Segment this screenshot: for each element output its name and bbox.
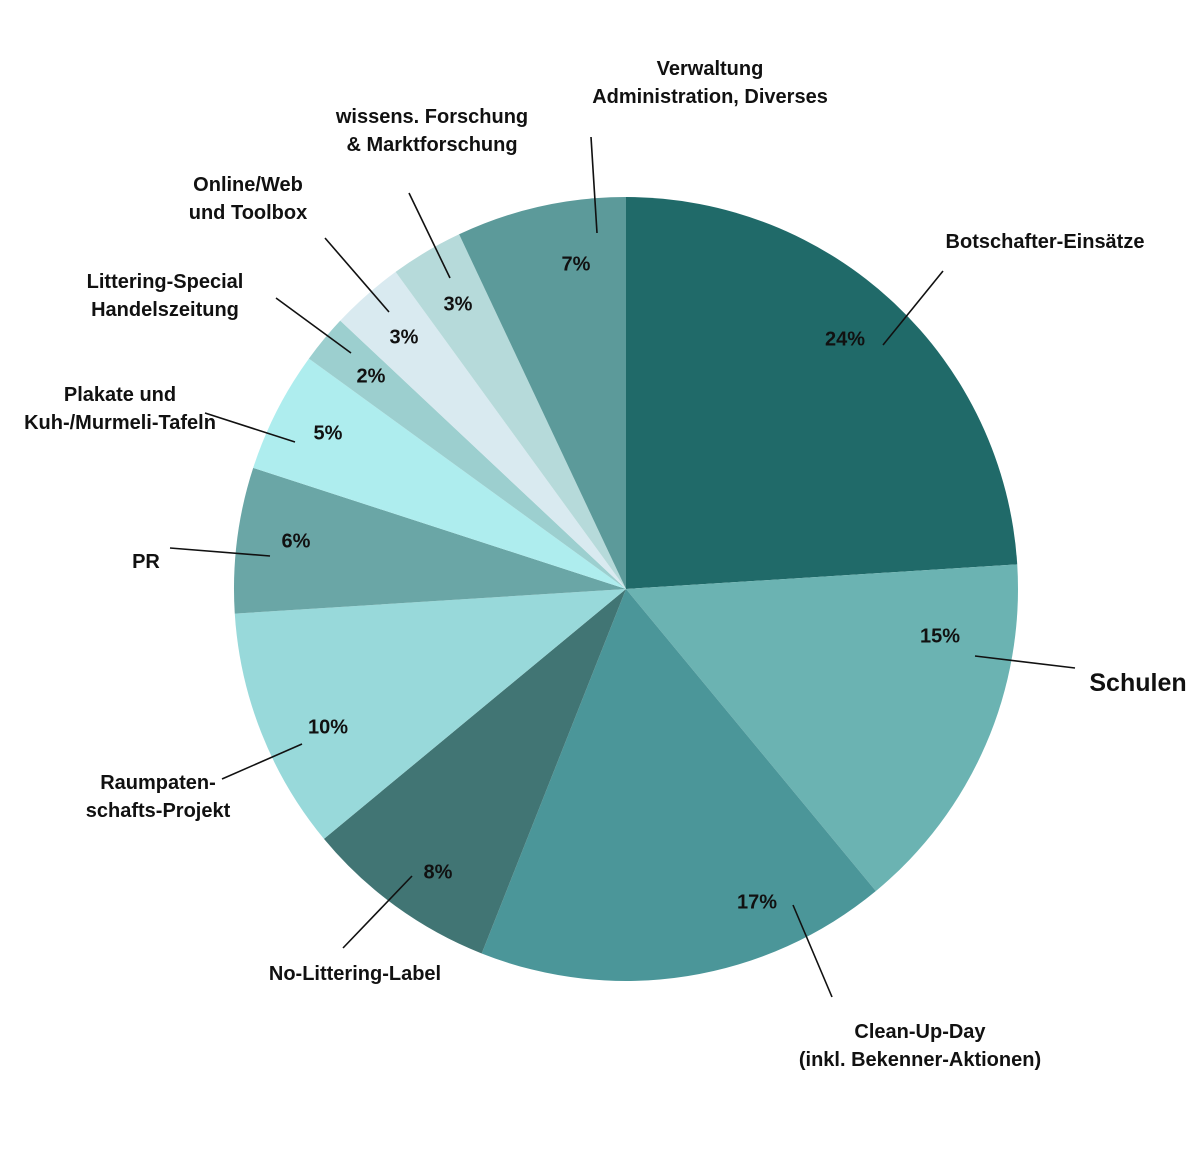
- category-label-no-littering-label: No-Littering-Label: [269, 963, 441, 985]
- value-label-no-littering-label: 8%: [424, 861, 453, 883]
- category-label-online-web: Online/Web und Toolbox: [189, 174, 308, 224]
- leader-line-verwaltung: [590, 136, 598, 234]
- category-label-clean-up-day: Clean-Up-Day (inkl. Bekenner-Aktionen): [799, 1021, 1041, 1071]
- category-label-raumpaten: Raumpaten-schafts-Projekt: [86, 772, 231, 822]
- value-label-online-web: 3%: [390, 326, 419, 348]
- leader-line-schulen: [974, 655, 1076, 669]
- leader-line-wissens-forschung: [408, 192, 451, 279]
- pie-slice-littering-special: [308, 320, 626, 589]
- category-label-pr: PR: [132, 551, 160, 573]
- leader-lines-layer: [169, 136, 1076, 998]
- pie-slice-pr: [233, 467, 626, 614]
- leader-line-pr: [169, 547, 271, 557]
- pie-slice-botschafter-einsätze: [626, 197, 1018, 589]
- leader-line-no-littering-label: [342, 875, 413, 949]
- pie-slice-raumpaten: [234, 589, 626, 839]
- category-label-schulen: Schulen: [1089, 669, 1186, 697]
- category-label-wissens-forschung: wissens. Forschung & Marktforschung: [335, 106, 528, 156]
- pie-slice-online-web: [340, 271, 626, 589]
- pie-slice-schulen: [626, 564, 1019, 892]
- value-label-pr: 6%: [282, 530, 311, 552]
- category-label-littering-special: Littering-Special Handelszeitung: [87, 271, 244, 321]
- value-label-schulen: 15%: [920, 625, 960, 647]
- value-label-verwaltung: 7%: [562, 253, 591, 275]
- category-label-plakate-und: Plakate und Kuh-/Murmeli-Tafeln: [24, 384, 216, 434]
- value-label-littering-special: 2%: [357, 365, 386, 387]
- value-label-wissens-forschung: 3%: [444, 293, 473, 315]
- leader-line-plakate-und: [204, 412, 296, 443]
- pie-slice-plakate-und: [253, 358, 626, 589]
- pie-slice-clean-up-day: [481, 589, 876, 981]
- leader-line-online-web: [324, 237, 390, 313]
- category-label-botschafter-einsätze: Botschafter-Einsätze: [946, 231, 1145, 253]
- value-label-plakate-und: 5%: [314, 422, 343, 444]
- pie-slice-verwaltung: [459, 197, 626, 589]
- leader-line-raumpaten: [221, 743, 303, 780]
- category-label-verwaltung: Verwaltung Administration, Diverses: [592, 58, 828, 108]
- value-label-raumpaten: 10%: [308, 716, 348, 738]
- value-label-clean-up-day: 17%: [737, 891, 777, 913]
- pie-slice-no-littering-label: [323, 589, 626, 954]
- leader-line-botschafter-einsätze: [882, 270, 944, 346]
- value-labels-layer: 24%15%17%8%10%6%5%2%3%3%7%: [282, 253, 961, 913]
- category-labels-layer: Botschafter-Einsätze Schulen Clean-Up-Day(…: [24, 58, 1187, 1071]
- value-label-botschafter-einsätze: 24%: [825, 328, 865, 350]
- leader-line-littering-special: [275, 297, 352, 354]
- slices-layer: [233, 197, 1019, 981]
- leader-line-clean-up-day: [792, 904, 833, 998]
- pie-slice-wissens-forschung: [395, 234, 626, 589]
